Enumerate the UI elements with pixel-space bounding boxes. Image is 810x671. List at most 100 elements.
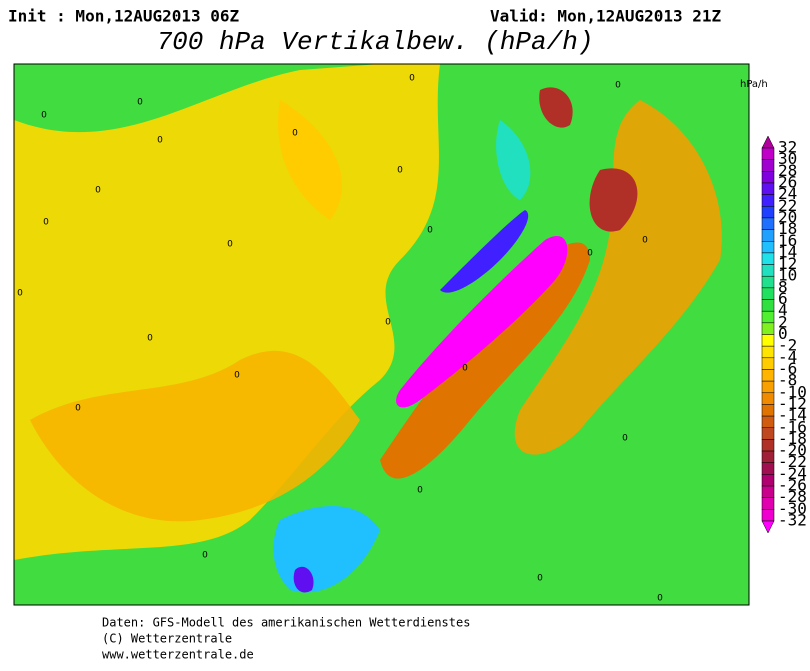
title: 700 hPa Vertikalbew. (hPa/h) — [157, 27, 594, 57]
colorbar-box — [761, 264, 775, 277]
cyan-area — [496, 120, 531, 200]
colorbar-label: 20 — [778, 207, 797, 226]
colorbar-label: -8 — [778, 371, 797, 390]
colorbar-box — [761, 380, 775, 394]
colorbar-box — [761, 171, 775, 184]
contour-label: 0 — [95, 186, 101, 196]
contour-label: 0 — [462, 364, 468, 374]
init-time: Init : Mon,12AUG2013 06Z — [8, 7, 240, 26]
colorbar-label: -10 — [778, 382, 807, 401]
contour-label: 0 — [397, 166, 403, 176]
colorbar-box — [761, 462, 775, 475]
colorbar-box — [761, 485, 775, 498]
contour-label: 0 — [427, 226, 433, 236]
colorbar-label: 32 — [778, 138, 797, 157]
colorbar-box — [761, 509, 775, 522]
colorbar-label: 14 — [778, 242, 797, 261]
colorbar-label: 10 — [778, 266, 797, 285]
colorbar-label: 4 — [778, 301, 788, 320]
footer-line: Daten: GFS-Modell des amerikanischen Wet… — [102, 616, 470, 630]
magenta-area — [396, 235, 568, 408]
footer-line: www.wetterzentrale.de — [102, 648, 254, 662]
colorbar-label: -12 — [778, 394, 807, 413]
colorbar-label: 2 — [778, 312, 788, 331]
map-frame — [13, 63, 750, 606]
colorbar-label: 30 — [778, 149, 797, 168]
colorbar-box — [761, 450, 775, 463]
violet-area — [293, 566, 314, 593]
valid-time: Valid: Mon,12AUG2013 21Z — [490, 7, 722, 26]
colorbar-label: -20 — [778, 441, 807, 460]
contour-label: 0 — [292, 129, 298, 139]
yellow-area — [278, 100, 342, 220]
colorbar-box — [761, 252, 775, 265]
orange-area — [30, 350, 360, 522]
colorbar-box — [761, 147, 775, 160]
orange-area — [514, 100, 722, 455]
contour-label: 0 — [147, 334, 153, 344]
blue-area — [440, 210, 529, 293]
colorbar-box — [761, 439, 775, 452]
colorbar-box — [761, 299, 775, 312]
orange-area — [380, 242, 590, 479]
colorbar-box — [761, 415, 775, 428]
colorbar-box — [761, 182, 775, 195]
contour-label: 0 — [137, 98, 143, 108]
colorbar-box — [761, 427, 775, 440]
colorbar-unit: hPa/h — [740, 79, 768, 90]
footer-line: (C) Wetterzentrale — [102, 632, 232, 646]
contour-label: 0 — [615, 81, 621, 91]
contour-label: 0 — [385, 318, 391, 328]
contour-label: 0 — [587, 249, 593, 259]
contour-label: 0 — [622, 434, 628, 444]
colorbar-label: 22 — [778, 196, 797, 215]
colorbar-label: 12 — [778, 254, 797, 273]
colorbar-box — [761, 287, 775, 300]
contour-label: 0 — [537, 574, 543, 584]
colorbar-label: -14 — [778, 406, 807, 425]
colorbar-label: -26 — [778, 476, 807, 495]
colorbar-label: -24 — [778, 464, 807, 483]
colorbar-label: -28 — [778, 487, 807, 506]
colorbar-box — [761, 497, 775, 510]
colorbar-label: -2 — [778, 336, 797, 355]
colorbar-box — [761, 206, 775, 219]
colorbar-box — [761, 357, 775, 370]
colorbar-label: -4 — [778, 347, 797, 366]
colorbar-cap — [761, 520, 775, 534]
colorbar-label: -18 — [778, 429, 807, 448]
red-area — [589, 168, 638, 232]
colorbar-cap — [761, 135, 775, 149]
contour-label: 0 — [642, 236, 648, 246]
colorbar-box — [761, 159, 775, 172]
colorbar-box — [761, 217, 775, 230]
colorbar-label: 6 — [778, 289, 788, 308]
contour-label: 0 — [17, 289, 23, 299]
colorbar-box — [761, 275, 775, 289]
colorbar-box — [761, 229, 775, 242]
colorbar-box — [761, 474, 775, 487]
contour-label: 0 — [43, 218, 49, 228]
colorbar-label: 26 — [778, 172, 797, 191]
contour-label: 0 — [227, 240, 233, 250]
map — [13, 63, 750, 606]
contour-label: 0 — [417, 486, 423, 496]
contour-label: 0 — [75, 404, 81, 414]
contour-label: 0 — [41, 111, 47, 121]
contour-label: 0 — [409, 74, 415, 84]
colorbar-box — [761, 322, 775, 335]
colorbar-box — [761, 404, 775, 417]
colorbar-label: -22 — [778, 452, 807, 471]
colorbar-box — [761, 369, 775, 382]
contour-label: 0 — [234, 371, 240, 381]
contour-label: 0 — [202, 551, 208, 561]
colorbar-box — [761, 345, 775, 359]
colorbar-label: -6 — [778, 359, 797, 378]
colorbar-label: 18 — [778, 219, 797, 238]
colorbar-box — [761, 241, 775, 254]
colorbar-box — [761, 194, 775, 207]
colorbar-label: -16 — [778, 417, 807, 436]
colorbar-label: -32 — [778, 511, 807, 530]
colorbar-label: 8 — [778, 277, 788, 296]
